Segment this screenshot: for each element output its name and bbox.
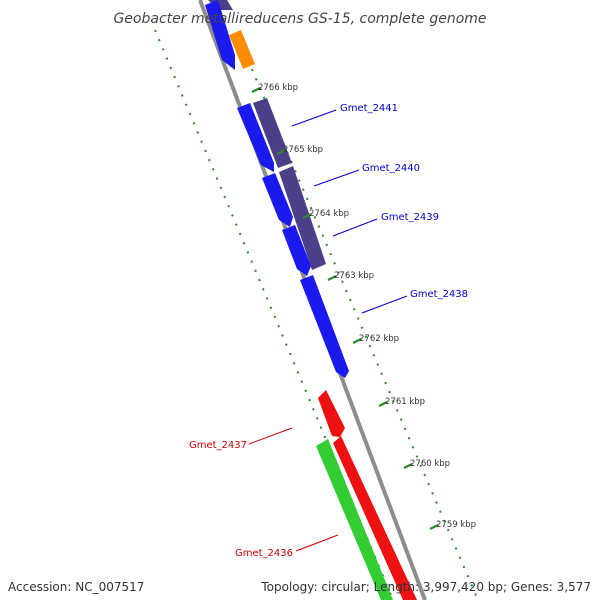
topology-summary: Topology: circular; Length: 3,997,420 bp… [261,580,591,594]
accession-label: Accession: NC_007517 [8,580,145,594]
kbp-tick-mark [302,213,312,219]
gene-label[interactable]: Gmet_2440 [362,163,420,174]
gene-leader-line [313,169,360,187]
kbp-tick-label: 2764 kbp [309,209,349,219]
cog-feature-2440 [279,166,326,270]
cds-gmet-2441 [237,103,274,172]
gene-leader-line [332,218,378,237]
cds-gmet-2438 [300,275,349,378]
map-title: Geobacter metallireducens GS-15, complet… [113,11,486,27]
gene-label-layer: Gmet_2441 Gmet_2440 Gmet_2439 Gmet_2438 Gmet… [189,103,468,559]
cds-gmet-2439 [282,225,311,276]
gene-label[interactable]: Gmet_2438 [410,289,468,300]
kbp-tick-label: 2762 kbp [359,334,399,344]
cds-gmet-2436 [333,436,417,600]
kbp-tick-mark [352,338,362,344]
kbp-scale-layer: 2766 kbp 2765 kbp 2764 kbp 2763 kbp 2762 kbp… [251,83,476,530]
kbp-tick-mark [327,275,337,281]
gene-label[interactable]: Gmet_2439 [381,212,439,223]
cog-feature-orange [229,30,255,69]
gene-leader-line [291,109,337,127]
kbp-tick-label: 2760 kbp [410,459,450,469]
gene-label[interactable]: Gmet_2436 [235,548,293,559]
gene-leader-line [295,534,339,552]
cds-gmet-2440 [262,173,293,227]
gene-leader-line [361,295,408,314]
kbp-tick-label: 2766 kbp [258,83,298,93]
kbp-tick-label: 2763 kbp [334,271,374,281]
kbp-tick-mark [378,401,388,407]
kbp-tick-label: 2765 kbp [283,145,323,155]
gene-label[interactable]: Gmet_2437 [189,440,247,451]
kbp-tick-mark [251,87,261,93]
cds-green-feature [316,439,393,600]
cds-gmet-2437 [318,390,345,437]
kbp-tick-label: 2761 kbp [385,397,425,407]
gene-label[interactable]: Gmet_2441 [340,103,398,114]
kbp-tick-mark [429,524,439,530]
kbp-tick-mark [276,149,286,155]
cds-forward-top [205,0,235,70]
gene-leader-line [248,427,293,445]
kbp-tick-label: 2759 kbp [436,520,476,530]
kbp-tick-mark [403,463,413,469]
